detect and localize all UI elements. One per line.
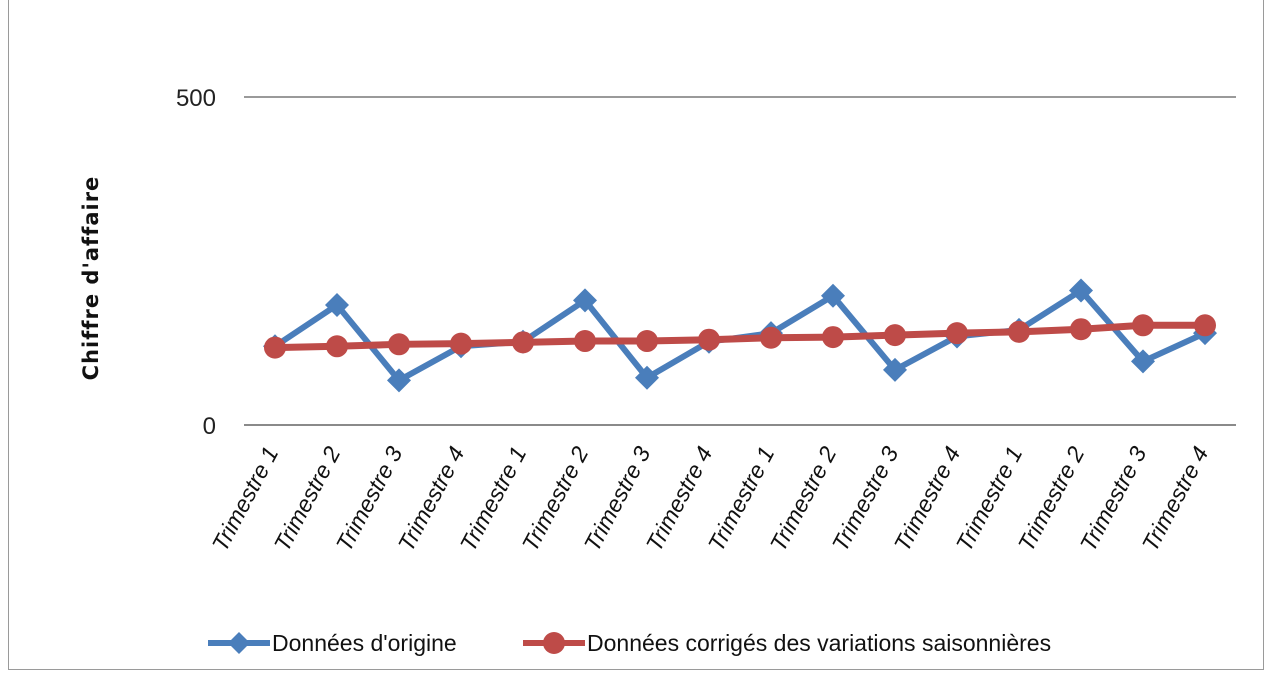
data-point [1008,320,1030,343]
data-point [635,365,659,390]
y-axis-ticks: 0 500 [176,85,216,440]
legend-label: Données d'origine [272,630,457,656]
legend-marker [543,632,565,654]
data-point [573,288,597,313]
data-point [636,330,658,353]
legend: Données d'origine Données corrigés des va… [208,630,1051,656]
data-point [946,322,968,345]
data-point [574,330,596,353]
data-point [1132,314,1154,337]
data-point [264,336,286,359]
data-point [1194,314,1216,337]
y-axis-label: Chiffre d'affaire [79,176,103,381]
legend-label: Données corrigés des variations saisonni… [587,630,1051,656]
legend-item-1: Données d'origine [208,630,457,656]
data-point [1131,349,1155,374]
series-layer [263,278,1217,393]
series-line [274,321,1205,352]
y-tick-label-500: 500 [176,85,216,112]
data-point [822,326,844,349]
data-point [1070,318,1092,341]
data-point [883,357,907,382]
series-2 [264,314,1216,359]
legend-item-2: Données corrigés des variations saisonni… [523,630,1051,656]
data-point [821,283,845,308]
legend-marker [228,632,250,654]
data-point [760,326,782,349]
data-point [326,335,348,358]
gridlines [244,96,1236,426]
data-point [512,331,534,354]
data-point [450,332,472,355]
chart-frame [8,0,1264,670]
data-point [387,368,411,393]
data-point [698,328,720,351]
data-point [325,292,349,317]
data-point [884,324,906,347]
y-tick-label-0: 0 [203,413,216,440]
data-point [1069,278,1093,303]
data-point [388,333,410,356]
